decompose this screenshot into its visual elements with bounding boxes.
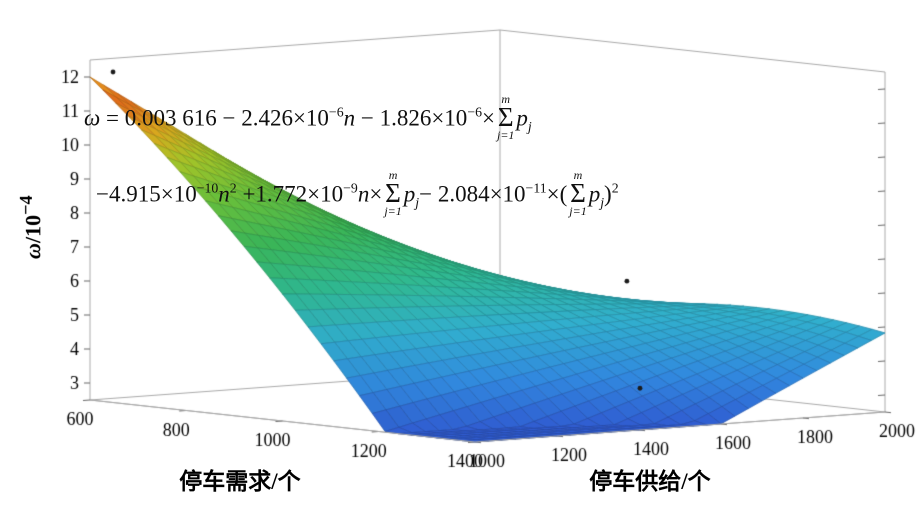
z-axis-omega: ω — [20, 243, 46, 259]
z-axis-exponent: −4 — [15, 195, 36, 215]
z-axis-title: ω/10−4 — [16, 162, 46, 292]
y-axis-title: 停车供给/个 — [589, 469, 711, 494]
x-axis-title: 停车需求/个 — [179, 469, 301, 494]
equation-line-1: ω = 0.003 616 − 2.426×10−6n − 1.826×10−6… — [84, 92, 532, 142]
z-axis-base: /10 — [20, 214, 46, 244]
